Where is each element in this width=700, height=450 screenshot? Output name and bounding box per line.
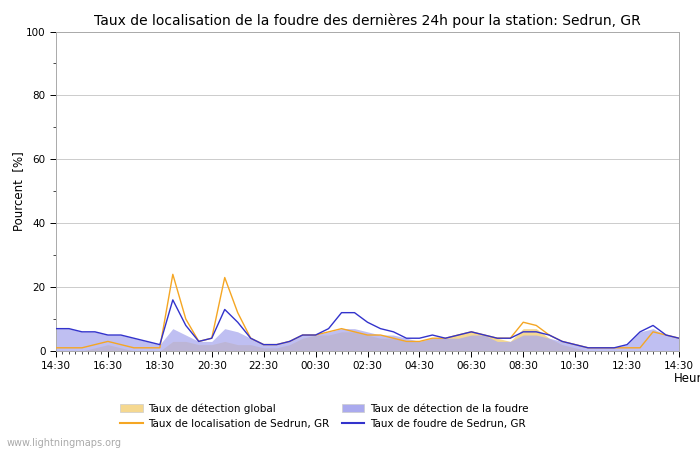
Text: www.lightningmaps.org: www.lightningmaps.org xyxy=(7,438,122,448)
Legend: Taux de détection global, Taux de localisation de Sedrun, GR, Taux de détection : Taux de détection global, Taux de locali… xyxy=(116,399,532,433)
X-axis label: Heure: Heure xyxy=(673,372,700,385)
Title: Taux de localisation de la foudre des dernières 24h pour la station: Sedrun, GR: Taux de localisation de la foudre des de… xyxy=(94,13,641,27)
Y-axis label: Pourcent  [%]: Pourcent [%] xyxy=(12,151,24,231)
